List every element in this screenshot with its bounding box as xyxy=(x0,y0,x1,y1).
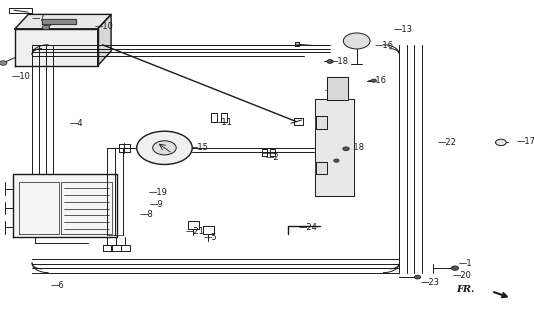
Polygon shape xyxy=(315,99,354,196)
Text: —23: —23 xyxy=(421,278,440,287)
Text: —18: —18 xyxy=(330,57,349,66)
Circle shape xyxy=(137,131,192,164)
Text: —16: —16 xyxy=(367,76,387,85)
Circle shape xyxy=(327,60,333,63)
Text: —9: —9 xyxy=(150,200,163,209)
Text: —21: —21 xyxy=(186,227,205,236)
Text: —20: —20 xyxy=(453,271,472,280)
Text: —24: —24 xyxy=(299,223,318,232)
Circle shape xyxy=(414,275,421,279)
Circle shape xyxy=(153,141,176,155)
Circle shape xyxy=(343,33,370,49)
Text: —7: —7 xyxy=(32,14,46,23)
Text: —3: —3 xyxy=(330,166,344,175)
Polygon shape xyxy=(15,14,111,29)
Text: —10: —10 xyxy=(12,72,30,81)
Polygon shape xyxy=(316,162,327,174)
Text: —14: —14 xyxy=(325,86,343,95)
Text: —12: —12 xyxy=(328,124,347,133)
Text: —16: —16 xyxy=(375,41,394,50)
Polygon shape xyxy=(316,116,327,129)
Circle shape xyxy=(496,139,506,146)
Polygon shape xyxy=(42,19,76,24)
Text: —6: —6 xyxy=(51,281,65,290)
Text: —1: —1 xyxy=(458,260,472,268)
Text: —11: —11 xyxy=(214,118,232,127)
Circle shape xyxy=(0,61,7,65)
Text: —5: —5 xyxy=(204,233,218,242)
Circle shape xyxy=(42,25,50,30)
Text: —13: —13 xyxy=(394,25,413,34)
Text: —8: —8 xyxy=(140,210,154,219)
Text: —4: —4 xyxy=(69,119,83,128)
Circle shape xyxy=(451,266,459,270)
Circle shape xyxy=(371,79,376,82)
Polygon shape xyxy=(98,14,111,66)
Polygon shape xyxy=(13,174,117,237)
Text: —22: —22 xyxy=(438,138,457,147)
Text: —15: —15 xyxy=(190,143,208,152)
Circle shape xyxy=(343,147,349,151)
Polygon shape xyxy=(15,29,98,66)
Text: FR.: FR. xyxy=(456,285,474,294)
Text: —16: —16 xyxy=(330,156,349,165)
Text: —18: —18 xyxy=(346,143,365,152)
Text: —17: —17 xyxy=(517,137,534,146)
Circle shape xyxy=(334,159,339,162)
Polygon shape xyxy=(327,77,348,100)
Text: —2: —2 xyxy=(265,153,279,162)
Text: —10: —10 xyxy=(95,22,114,31)
Text: —19: —19 xyxy=(148,188,167,197)
